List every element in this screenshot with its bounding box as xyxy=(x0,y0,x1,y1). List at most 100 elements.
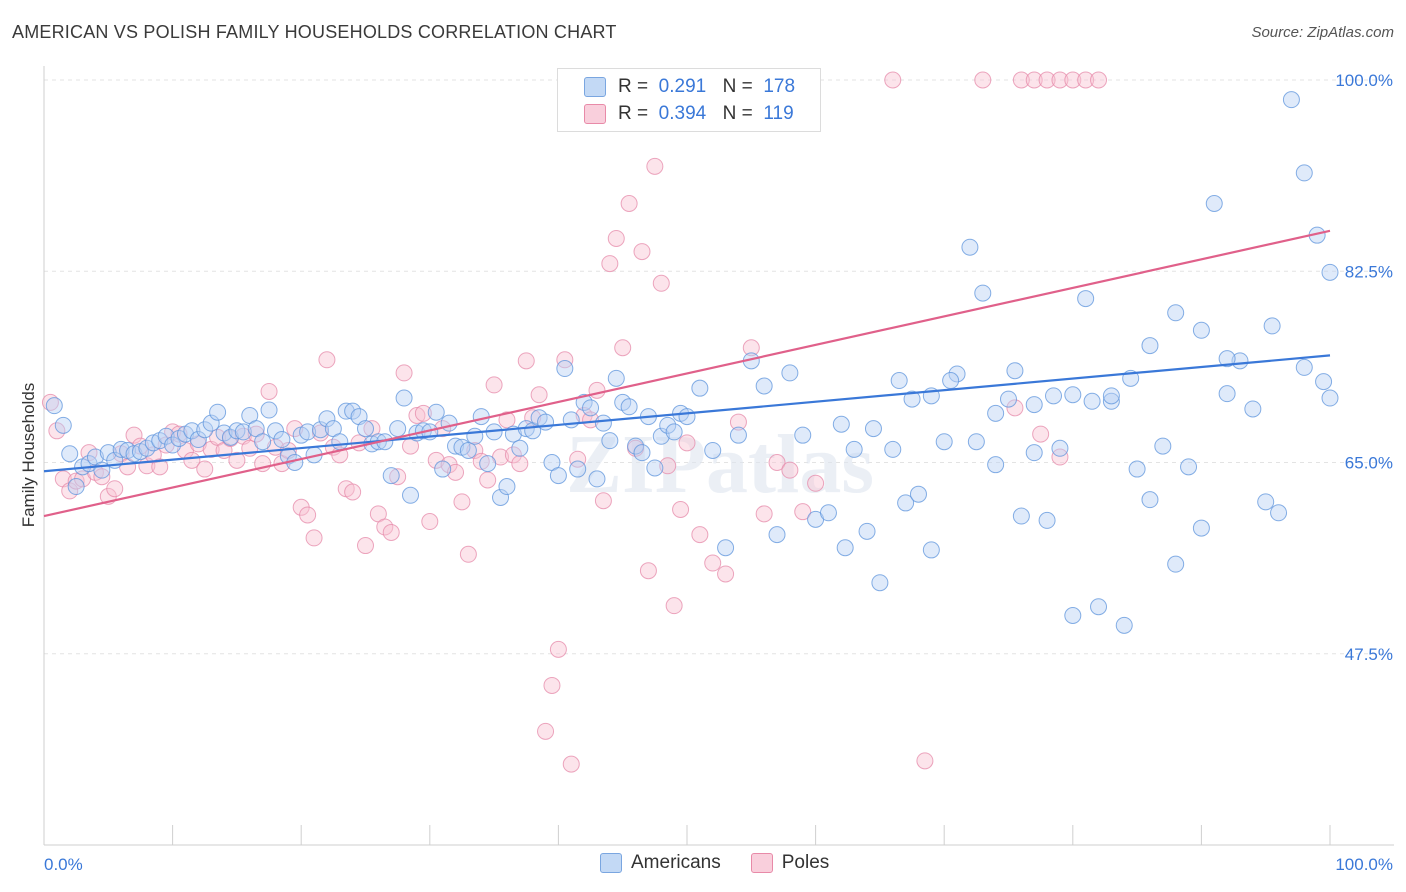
americans-point xyxy=(498,478,516,496)
americans-point xyxy=(909,485,927,503)
poles-point xyxy=(556,351,574,369)
poles-point xyxy=(479,471,497,489)
americans-point xyxy=(1167,304,1185,322)
americans-point xyxy=(594,414,612,432)
americans-point xyxy=(447,437,465,455)
poles-point xyxy=(781,461,799,479)
americans-point xyxy=(459,441,477,459)
poles-point xyxy=(260,382,278,400)
poles-point xyxy=(601,255,619,273)
americans-point xyxy=(1006,362,1024,380)
correlation-legend: R = 0.291 N = 178 R = 0.394 N = 119 xyxy=(557,68,821,132)
y-axis-label: Family Households xyxy=(19,383,38,528)
poles-trend-line xyxy=(43,229,1331,518)
americans-point xyxy=(942,372,960,390)
x-tick-label: 100.0% xyxy=(1335,855,1393,874)
americans-point xyxy=(987,404,1005,422)
americans-point xyxy=(569,460,587,478)
y-tick-label: 65.0% xyxy=(1345,454,1393,473)
poles-point xyxy=(549,640,567,658)
poles-point xyxy=(633,243,651,261)
americans-point xyxy=(273,431,291,449)
poles-n-value: 119 xyxy=(763,103,794,124)
poles-point xyxy=(408,407,426,425)
poles-point xyxy=(1051,448,1069,466)
americans-point xyxy=(228,422,246,440)
legend-item-americans[interactable]: Americans xyxy=(600,852,721,874)
americans-point xyxy=(884,440,902,458)
poles-r-value: 0.394 xyxy=(658,103,707,124)
americans-point xyxy=(331,433,349,451)
americans-point xyxy=(1192,321,1210,339)
y-tick-label: 100.0% xyxy=(1335,71,1393,90)
americans-point xyxy=(755,377,773,395)
americans-point xyxy=(890,372,908,390)
americans-point xyxy=(1321,389,1339,407)
watermark: ZIPatlas xyxy=(566,418,874,511)
poles-point xyxy=(196,460,214,478)
americans-point xyxy=(427,403,445,421)
americans-point xyxy=(691,379,709,397)
poles-point xyxy=(472,452,490,470)
americans-point xyxy=(221,428,239,446)
americans-point xyxy=(562,411,580,429)
poles-point xyxy=(646,157,664,175)
americans-point xyxy=(1263,317,1281,335)
americans-point xyxy=(729,426,747,444)
americans-point xyxy=(1083,392,1101,410)
americans-point xyxy=(189,431,207,449)
americans-trend-line xyxy=(43,354,1331,473)
americans-point xyxy=(1180,458,1198,476)
americans-point xyxy=(472,408,490,426)
americans-point xyxy=(987,456,1005,474)
legend-item-poles[interactable]: Poles xyxy=(750,852,829,874)
americans-n-value: 178 xyxy=(763,76,796,97)
americans-point xyxy=(196,421,214,439)
americans-point xyxy=(1295,358,1313,376)
americans-point xyxy=(1102,387,1120,405)
americans-legend-label: Americans xyxy=(631,852,721,873)
americans-point xyxy=(61,445,79,463)
americans-point xyxy=(1167,555,1185,573)
americans-point xyxy=(845,440,863,458)
americans-point xyxy=(922,541,940,559)
americans-points xyxy=(45,91,1339,634)
americans-point xyxy=(819,504,837,522)
americans-point xyxy=(1064,607,1082,624)
americans-point xyxy=(678,408,696,426)
poles-point xyxy=(639,562,657,580)
poles-point xyxy=(537,722,555,740)
americans-point xyxy=(836,539,854,557)
americans-point xyxy=(1218,350,1236,368)
poles-point xyxy=(517,352,535,370)
poles-point xyxy=(67,472,85,490)
americans-point xyxy=(967,433,985,451)
x-tick-labels: 0.0% 100.0% xyxy=(44,855,1393,874)
y-tick-label: 82.5% xyxy=(1345,262,1393,281)
chart-title: AMERICAN VS POLISH FAMILY HOUSEHOLDS COR… xyxy=(12,22,617,42)
poles-point xyxy=(588,381,606,399)
poles-point xyxy=(466,441,484,459)
poles-point xyxy=(1064,71,1082,89)
americans-point xyxy=(1051,439,1069,457)
americans-point xyxy=(54,416,72,434)
poles-point xyxy=(916,752,934,770)
americans-point xyxy=(607,369,625,387)
americans-point xyxy=(864,420,882,438)
poles-point xyxy=(607,229,625,247)
americans-point xyxy=(1077,290,1095,308)
americans-point xyxy=(112,440,130,458)
americans-point xyxy=(1025,444,1043,462)
americans-point xyxy=(768,526,786,544)
americans-point xyxy=(1257,493,1275,511)
poles-point xyxy=(125,426,143,444)
americans-point xyxy=(395,389,413,407)
americans-point xyxy=(1270,504,1288,522)
poles-point xyxy=(447,463,465,481)
americans-point xyxy=(659,416,677,434)
poles-point xyxy=(357,537,374,555)
americans-point xyxy=(794,426,812,444)
poles-point xyxy=(1006,399,1024,417)
americans-point xyxy=(974,284,992,302)
americans-point xyxy=(620,398,638,416)
